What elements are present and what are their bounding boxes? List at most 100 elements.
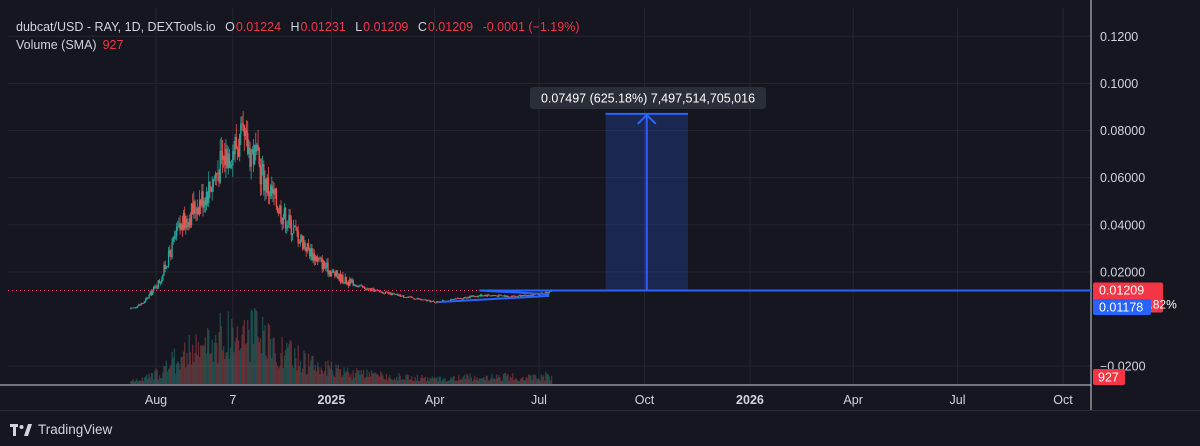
candle-body xyxy=(367,288,369,290)
candle-body xyxy=(291,233,294,236)
candle-body xyxy=(271,185,273,194)
candle-body xyxy=(415,298,417,300)
candle-body xyxy=(538,294,540,296)
candle-body xyxy=(357,286,359,288)
x-tick-label-3: Apr xyxy=(425,393,444,407)
candle-body xyxy=(313,253,315,261)
triangle-upper-line xyxy=(479,289,550,296)
volume-bar xyxy=(261,316,264,384)
volume-bar xyxy=(330,361,333,384)
volume-bar xyxy=(406,374,408,384)
candle-body xyxy=(213,178,216,180)
volume-bar xyxy=(196,355,198,384)
candle-body xyxy=(138,304,140,306)
candle-body xyxy=(173,236,176,239)
volume-bar xyxy=(164,366,166,384)
volume-bar xyxy=(170,364,172,384)
volume-label[interactable]: Volume (SMA) xyxy=(16,38,97,52)
volume-bar xyxy=(183,342,186,384)
candle-body xyxy=(175,226,178,237)
volume-bar xyxy=(468,379,470,384)
volume-bar xyxy=(388,377,390,384)
x-tick-label-5: Oct xyxy=(635,393,655,407)
volume-bar xyxy=(389,374,391,384)
volume-bar xyxy=(232,327,234,384)
candle-body xyxy=(383,293,385,295)
volume-bar xyxy=(200,345,202,384)
candle-body xyxy=(275,188,278,207)
volume-bar xyxy=(311,355,313,384)
candle-body xyxy=(505,295,507,297)
volume-bar xyxy=(415,380,417,384)
candle-body xyxy=(451,299,453,301)
candle-body xyxy=(485,294,487,297)
volume-bar xyxy=(427,377,429,384)
candle-body xyxy=(284,207,287,229)
candle-body xyxy=(174,236,177,238)
volume-bar xyxy=(327,360,329,384)
candle-body xyxy=(438,302,440,303)
volume-bar xyxy=(194,352,196,384)
candle-body xyxy=(182,212,185,230)
volume-bar xyxy=(182,351,185,384)
volume-bar xyxy=(281,336,283,384)
candle-body xyxy=(214,173,217,179)
current-price-label: 0.01209 xyxy=(1099,284,1144,298)
candle-body xyxy=(144,299,147,302)
candle-body xyxy=(455,298,458,300)
volume-bar xyxy=(139,380,141,384)
candle-body xyxy=(464,297,467,299)
volume-bar xyxy=(400,380,403,384)
candle-body xyxy=(276,206,279,213)
candle-body xyxy=(319,258,321,259)
candle-body xyxy=(385,291,388,293)
volume-bar xyxy=(401,378,404,384)
volume-bar xyxy=(268,324,271,384)
volume-bar xyxy=(173,348,176,384)
candle-body xyxy=(354,284,357,286)
volume-bar xyxy=(488,380,491,384)
candle-body xyxy=(353,284,356,286)
candle-body xyxy=(506,296,508,297)
volume-bar xyxy=(138,381,140,384)
candle-body xyxy=(135,307,138,309)
tradingview-logo[interactable]: TradingView xyxy=(10,422,112,437)
volume-bar xyxy=(294,348,296,384)
candle-body xyxy=(134,307,137,309)
volume-bar xyxy=(390,379,392,384)
volume-bar xyxy=(372,373,374,384)
volume-bar xyxy=(513,379,515,384)
volume-bar xyxy=(490,378,492,384)
candle-body xyxy=(209,181,211,189)
y-tick-label-5: 0.02000 xyxy=(1100,265,1145,279)
volume-bar xyxy=(141,377,143,384)
candle-body xyxy=(224,155,226,165)
candle-body xyxy=(188,218,190,228)
candle-body xyxy=(376,290,379,291)
volume-bar xyxy=(188,335,190,384)
candle-body xyxy=(244,130,247,137)
symbol-title[interactable]: dubcat/USD - RAY, 1D, DEXTools.io xyxy=(16,20,216,34)
candle-body xyxy=(429,300,431,302)
candle-body xyxy=(292,226,295,234)
candle-body xyxy=(352,280,354,286)
candle-body xyxy=(326,262,328,268)
projection-arrow-head xyxy=(637,113,657,125)
candle-body xyxy=(305,247,307,252)
candle-body xyxy=(525,294,528,297)
volume-bar xyxy=(165,360,168,384)
volume-bar xyxy=(333,375,335,384)
low-key: L xyxy=(355,20,363,34)
candle-body xyxy=(155,286,157,289)
volume-bar xyxy=(249,361,251,384)
price-chart[interactable]: 0.07497 (625.18%) 7,497,514,705,016 0.120… xyxy=(0,0,1200,410)
volume-bar xyxy=(350,373,352,384)
volume-bar xyxy=(416,374,419,384)
volume-bar xyxy=(475,380,477,384)
candle-body xyxy=(204,200,207,205)
candle-body xyxy=(295,225,297,228)
volume-bar xyxy=(439,376,442,384)
candle-body xyxy=(178,223,180,228)
candle-body xyxy=(299,240,302,244)
